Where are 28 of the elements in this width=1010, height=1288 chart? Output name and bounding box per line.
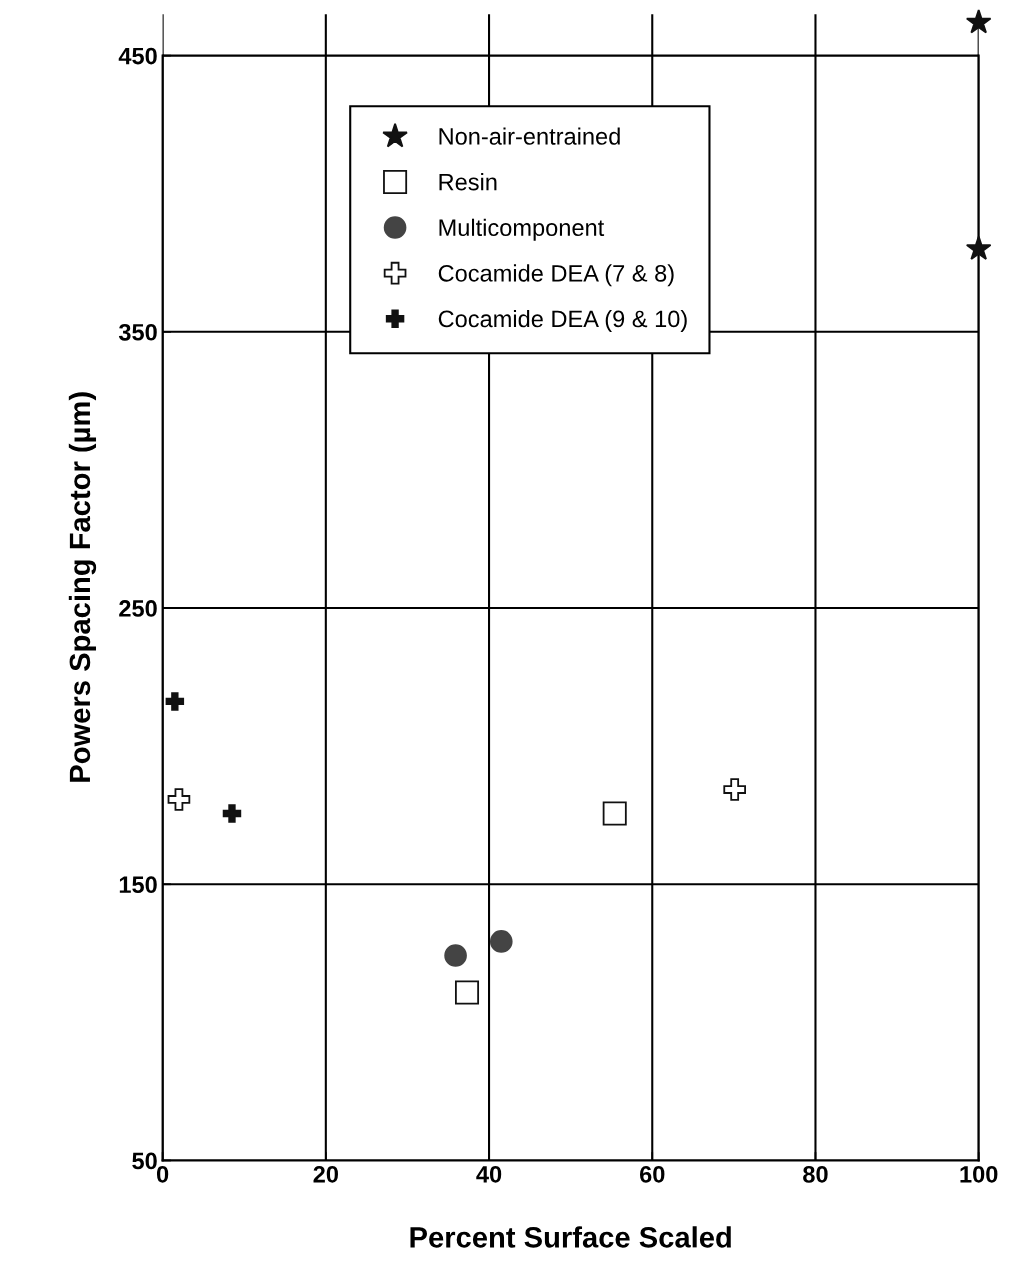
point bbox=[965, 235, 992, 260]
point bbox=[723, 778, 747, 801]
x-tick-label: 0 bbox=[156, 1165, 169, 1183]
point bbox=[222, 804, 242, 823]
point bbox=[454, 980, 480, 1005]
legend-label: Cocamide DEA (7 & 8) bbox=[438, 264, 674, 287]
point bbox=[602, 801, 627, 826]
y-tick-label: 350 bbox=[118, 323, 157, 341]
x-tick-label: 60 bbox=[639, 1165, 665, 1183]
y-tick-label: 450 bbox=[118, 47, 157, 65]
y-tick-label: 250 bbox=[119, 600, 157, 617]
point bbox=[489, 930, 513, 953]
x-tick-label: 40 bbox=[476, 1165, 502, 1183]
legend-label: Non-air-entrained bbox=[439, 127, 620, 145]
point bbox=[167, 788, 191, 811]
point bbox=[444, 944, 467, 967]
y-tick-label: 150 bbox=[119, 876, 157, 894]
x-tick-label: 100 bbox=[960, 1165, 998, 1183]
x-axis-title: Percent Surface Scaled bbox=[410, 1226, 731, 1248]
legend-label: Cocamide DEA (9 & 10) bbox=[438, 309, 687, 332]
legend-label: Multicomponent bbox=[439, 218, 605, 241]
point bbox=[965, 9, 992, 34]
y-tick-label: 50 bbox=[132, 1152, 157, 1170]
point bbox=[165, 692, 185, 711]
legend-label: Resin bbox=[439, 173, 497, 191]
x-tick-label: 80 bbox=[803, 1165, 828, 1183]
y-axis-title: Powers Spacing Factor (µm) bbox=[68, 392, 97, 782]
x-tick-label: 20 bbox=[313, 1165, 338, 1183]
